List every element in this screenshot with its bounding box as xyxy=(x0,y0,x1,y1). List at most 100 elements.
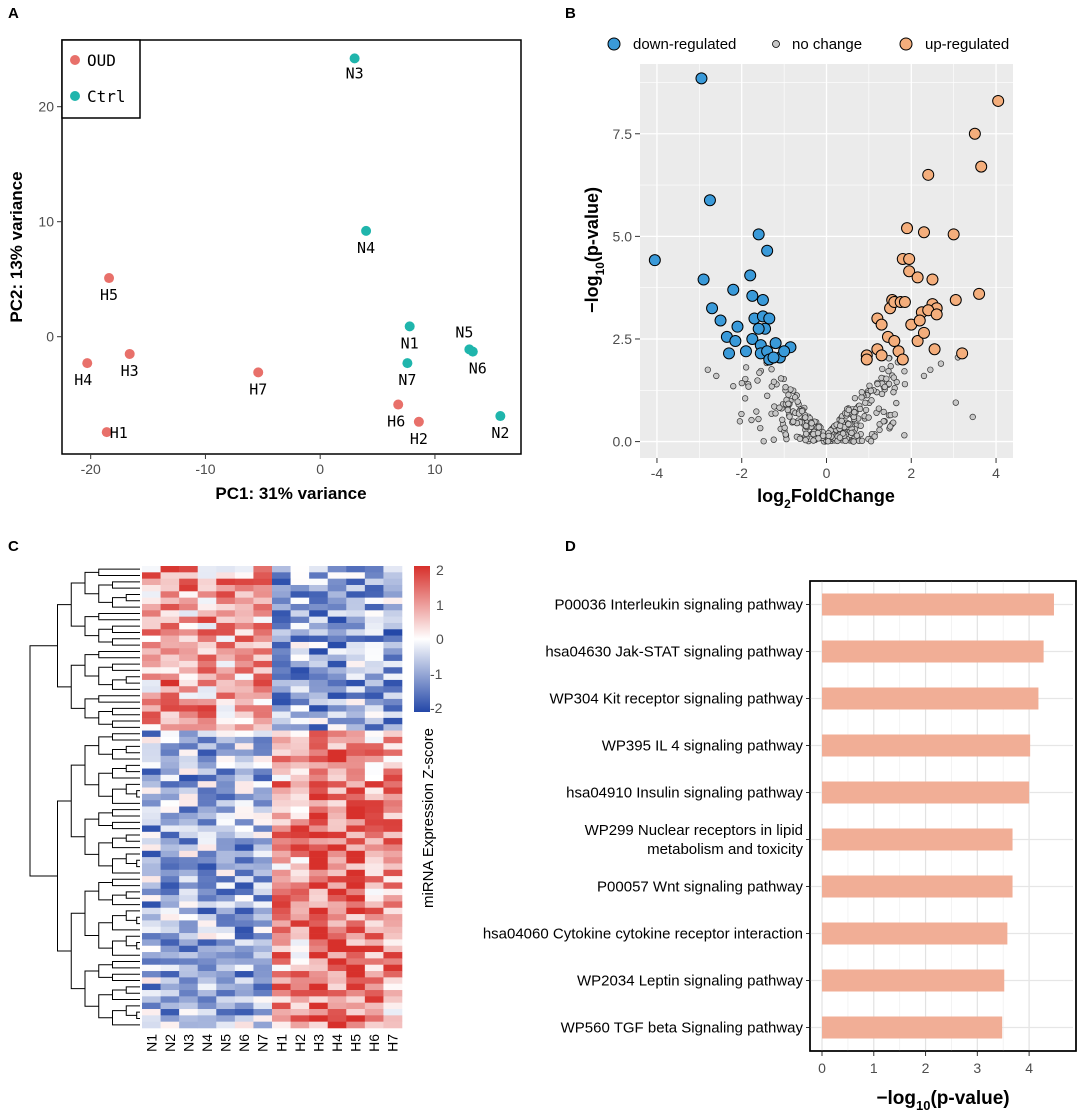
heatmap-cell xyxy=(272,990,291,997)
heatmap-column-label-n4: N4 xyxy=(199,1034,215,1052)
heatmap-cell xyxy=(160,895,180,902)
heatmap-cell xyxy=(364,610,384,617)
heatmap-cell xyxy=(383,920,403,928)
heatmap-cell xyxy=(216,603,236,611)
volcano-y-tick-label: 7.5 xyxy=(613,126,633,142)
heatmap-cell xyxy=(216,572,236,579)
heatmap-cell xyxy=(253,838,273,845)
dendrogram-branch xyxy=(125,783,140,795)
heatmap-cell xyxy=(272,705,291,712)
heatmap-cell xyxy=(253,774,273,782)
dendrogram-branch xyxy=(84,698,99,719)
heatmap-cell xyxy=(346,566,366,573)
volcano-nochange-point xyxy=(745,383,752,390)
heatmap-cell xyxy=(290,939,310,947)
heatmap-cell xyxy=(216,844,236,852)
heatmap-cell xyxy=(179,819,199,826)
heatmap-cell xyxy=(309,838,329,845)
heatmap-cell xyxy=(346,730,366,738)
heatmap-cell xyxy=(197,787,217,795)
volcano-nochange-point xyxy=(825,432,832,440)
volcano-nochange-point xyxy=(771,403,778,410)
heatmap-cell xyxy=(197,863,217,871)
pca-point-h1 xyxy=(101,427,112,438)
heatmap-cell xyxy=(142,686,161,693)
pca-point-label-h2: H2 xyxy=(410,430,428,448)
heatmap-cell xyxy=(253,939,273,947)
scale-tick-neg1: -1 xyxy=(430,666,443,682)
volcano-nochange-point xyxy=(776,404,783,411)
heatmap-cell xyxy=(364,939,384,947)
heatmap-cell xyxy=(179,762,199,769)
pca-point-label-h7: H7 xyxy=(249,380,267,398)
heatmap-cell xyxy=(383,907,403,915)
heatmap-cell xyxy=(383,730,403,738)
heatmap-cell xyxy=(327,876,347,883)
heatmap-cell xyxy=(364,787,384,795)
heatmap-cell xyxy=(142,597,161,605)
heatmap-cell xyxy=(234,566,254,573)
enrichment-x-axis-title: −log10(p-value) xyxy=(876,1088,1009,1113)
volcano-down-point xyxy=(729,335,742,348)
legend-up-key xyxy=(899,37,913,51)
heatmap-cell xyxy=(142,1021,161,1029)
heatmap-cell xyxy=(272,793,291,801)
volcano-nochange-point xyxy=(893,378,900,386)
heatmap-cell xyxy=(216,914,236,921)
volcano-x-title-main: log xyxy=(757,486,784,506)
heatmap-cell xyxy=(272,838,291,845)
heatmap-cell xyxy=(290,945,310,953)
heatmap-cell xyxy=(142,800,161,807)
volcano-up-point xyxy=(898,296,911,309)
heatmap-cell xyxy=(253,964,273,972)
heatmap-cell xyxy=(290,863,310,871)
dendrogram-branch xyxy=(84,616,99,637)
heatmap-cell xyxy=(197,844,217,852)
heatmap-cell xyxy=(346,724,366,731)
volcano-nochange-point xyxy=(848,429,855,437)
heatmap-cell xyxy=(327,971,347,978)
heatmap-cell xyxy=(309,572,329,579)
heatmap-cell xyxy=(290,964,310,972)
heatmap-cell xyxy=(234,901,254,909)
heatmap-cell xyxy=(234,888,254,896)
heatmap-cell xyxy=(364,838,384,845)
heatmap-cell xyxy=(197,869,217,877)
heatmap-cell xyxy=(253,996,273,1003)
heatmap-cell xyxy=(309,692,329,700)
heatmap-cell xyxy=(346,1015,366,1022)
heatmap-cell xyxy=(383,679,403,687)
pca-point-label-n1: N1 xyxy=(401,334,419,352)
heatmap-cell xyxy=(253,736,273,744)
heatmap-cell xyxy=(234,730,254,738)
heatmap-cell xyxy=(160,907,180,915)
heatmap-cell xyxy=(179,876,199,883)
heatmap-cell xyxy=(197,572,217,579)
heatmap-cell xyxy=(346,831,366,839)
heatmap-cell xyxy=(234,755,254,763)
heatmap-cell xyxy=(179,648,199,655)
heatmap-cell xyxy=(234,648,254,655)
heatmap-cell xyxy=(290,749,310,757)
dendrogram-branch xyxy=(136,790,140,798)
heatmap-cell xyxy=(216,895,236,902)
heatmap-cell xyxy=(327,762,347,769)
heatmap-cell xyxy=(364,971,384,978)
heatmap-cell xyxy=(197,698,217,706)
volcano-x-title-sub: 2 xyxy=(784,497,791,511)
heatmap-cell xyxy=(346,901,366,909)
volcano-x-axis-title: log2FoldChange xyxy=(757,486,895,511)
volcano-nochange-point xyxy=(713,372,720,380)
heatmap-cell xyxy=(197,616,217,624)
volcano-down-point xyxy=(727,283,740,296)
heatmap-column-label-n6: N6 xyxy=(236,1034,252,1052)
heatmap-cell xyxy=(272,610,291,617)
heatmap-cell xyxy=(272,952,291,959)
heatmap-cell xyxy=(142,724,161,731)
heatmap-column-label-h1: H1 xyxy=(273,1034,289,1052)
heatmap-cell xyxy=(327,692,347,700)
volcano-nochange-point xyxy=(839,430,847,437)
heatmap-cell xyxy=(160,844,180,852)
heatmap-cell xyxy=(179,869,199,877)
heatmap-cell xyxy=(179,812,199,820)
